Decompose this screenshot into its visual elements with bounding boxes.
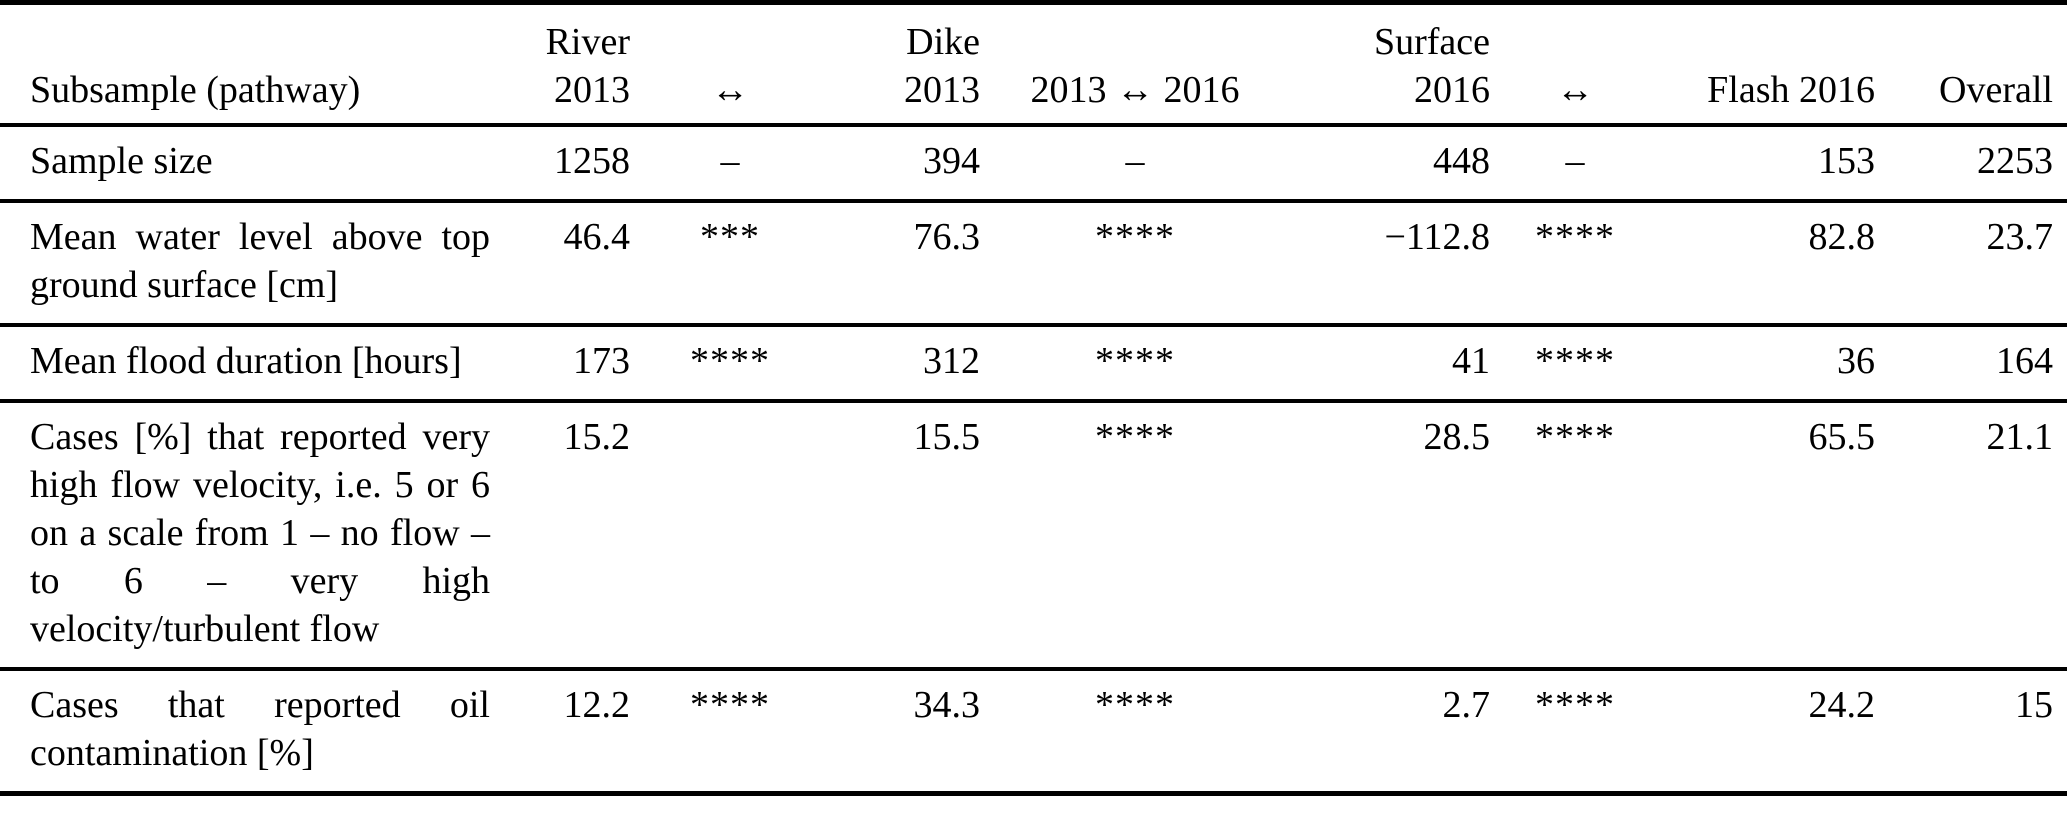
cell-water-level-years significance-stars: ****: [1095, 216, 1175, 258]
cell-duration-arrow1 significance-stars: ****: [690, 340, 770, 382]
cell-duration-dike: 312: [923, 340, 980, 382]
cell-oil-arrow2 significance-stars: ****: [1535, 684, 1615, 726]
cell-velocity-arrow2 significance-stars: ****: [1535, 416, 1615, 458]
cell-water-level-arrow2 significance-stars: ****: [1535, 216, 1615, 258]
cell-duration-overall: 164: [1996, 340, 2053, 382]
cell-velocity-surface: 28.5: [1423, 416, 1491, 458]
col-header-surface-2016: Surface 2016: [1290, 2, 1490, 127]
cell-oil-overall: 15: [2015, 684, 2053, 726]
cell-water-level-dike: 76.3: [913, 216, 981, 258]
cell-duration-river: 173: [573, 340, 630, 382]
table-row-sample-size: Sample size 1258 – 394 – 448 – 153 2253: [0, 125, 2067, 201]
row-label-mean-flood-duration: Mean flood duration [hours]: [30, 340, 462, 382]
cell-sample-size-dike: 394: [923, 140, 980, 182]
cell-velocity-years significance-stars: ****: [1095, 416, 1175, 458]
col-header-arrow-1 left-right-arrow-icon: ↔: [630, 2, 830, 127]
col-header-subsample-pathway: Subsample (pathway): [0, 2, 490, 127]
table-row-mean-water-level: Mean water level above top ground surfac…: [0, 201, 2067, 325]
cell-oil-river: 12.2: [563, 684, 631, 726]
cell-duration-surface: 41: [1452, 340, 1490, 382]
cell-sample-size-years: –: [1125, 140, 1145, 182]
col-header-arrow-2 left-right-arrow-icon: ↔: [1490, 2, 1660, 127]
cell-sample-size-arrow2: –: [1565, 140, 1585, 182]
row-label-sample-size: Sample size: [30, 140, 213, 182]
col-header-river-2013: River 2013: [490, 2, 630, 127]
cell-oil-arrow1 significance-stars: ****: [690, 684, 770, 726]
cell-water-level-river: 46.4: [563, 216, 631, 258]
table-row-oil-contamination: Cases that reported oil contamination [%…: [0, 669, 2067, 794]
cell-sample-size-arrow1: –: [720, 140, 740, 182]
cell-velocity-flash: 65.5: [1808, 416, 1876, 458]
row-label-high-flow-velocity: Cases [%] that reported very high flow v…: [30, 416, 490, 650]
cell-sample-size-river: 1258: [554, 140, 630, 182]
cell-oil-flash: 24.2: [1808, 684, 1876, 726]
cell-water-level-arrow1 significance-stars: ***: [700, 216, 760, 258]
cell-velocity-dike: 15.5: [913, 416, 981, 458]
col-header-2013-2016: 2013 ↔ 2016: [980, 2, 1290, 127]
cell-sample-size-overall: 2253: [1977, 140, 2053, 182]
cell-velocity-arrow1: [630, 401, 830, 669]
cell-sample-size-flash: 153: [1818, 140, 1875, 182]
col-header-overall: Overall: [1875, 2, 2067, 127]
header-row: Subsample (pathway) River 2013 ↔ Dike 20…: [0, 2, 2067, 127]
cell-oil-years significance-stars: ****: [1095, 684, 1175, 726]
cell-velocity-overall: 21.1: [1986, 416, 2054, 458]
row-label-oil-contamination: Cases that reported oil contamination [%…: [30, 684, 490, 774]
col-header-flash-2016: Flash 2016: [1660, 2, 1875, 127]
table-row-high-flow-velocity: Cases [%] that reported very high flow v…: [0, 401, 2067, 669]
cell-water-level-flash: 82.8: [1808, 216, 1876, 258]
table-row-mean-flood-duration: Mean flood duration [hours] 173 **** 312…: [0, 325, 2067, 401]
cell-sample-size-surface: 448: [1433, 140, 1490, 182]
cell-water-level-overall: 23.7: [1986, 216, 2054, 258]
subsample-pathway-table: Subsample (pathway) River 2013 ↔ Dike 20…: [0, 0, 2067, 796]
cell-duration-flash: 36: [1837, 340, 1875, 382]
cell-oil-surface: 2.7: [1442, 684, 1491, 726]
cell-oil-dike: 34.3: [913, 684, 981, 726]
cell-duration-years significance-stars: ****: [1095, 340, 1175, 382]
col-header-dike-2013: Dike 2013: [830, 2, 980, 127]
cell-velocity-river: 15.2: [563, 416, 631, 458]
cell-water-level-surface: −112.8: [1384, 216, 1490, 258]
row-label-mean-water-level: Mean water level above top ground surfac…: [30, 216, 490, 306]
cell-duration-arrow2 significance-stars: ****: [1535, 340, 1615, 382]
